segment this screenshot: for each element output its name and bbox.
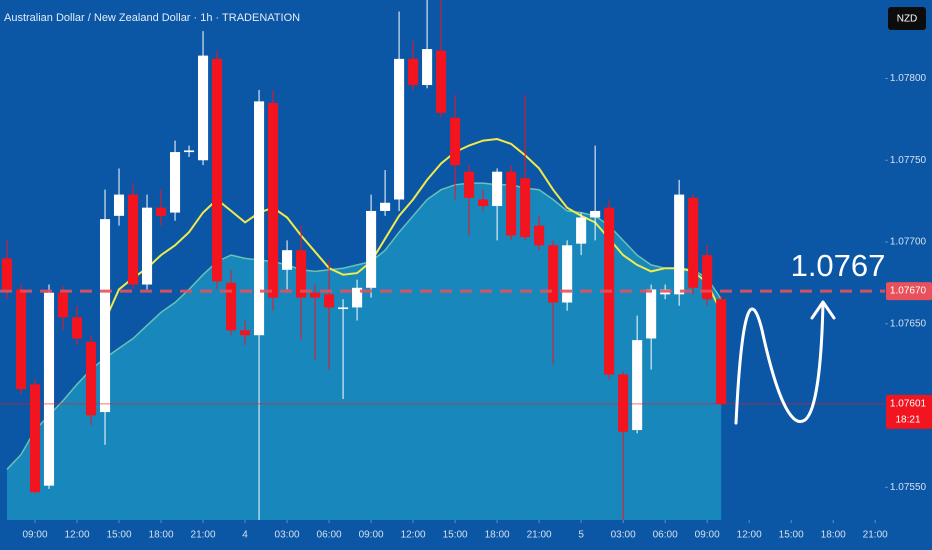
candle-body (548, 245, 559, 303)
candle-body (562, 245, 573, 303)
candle-body (141, 207, 153, 285)
candle-body (324, 294, 335, 308)
y-tick-label: 1.07750 (890, 155, 927, 166)
candle-body (632, 340, 643, 431)
candle-body (29, 384, 41, 493)
x-tick-label: 09:00 (359, 530, 384, 541)
x-tick-label: 21:00 (191, 530, 216, 541)
x-tick-label: 12:00 (737, 530, 762, 541)
x-tick-label: 18:00 (149, 530, 174, 541)
price-label-box (886, 282, 932, 301)
candle-body (352, 287, 363, 308)
x-tick-label: 09:00 (695, 530, 720, 541)
x-tick-label: 15:00 (107, 530, 132, 541)
x-tick-label: 5 (578, 530, 584, 541)
x-tick-label: 15:00 (443, 530, 468, 541)
candle-body (618, 374, 629, 432)
price-annotation: 1.0767 (791, 248, 886, 283)
candle-body (716, 299, 727, 404)
x-tick-label: 12:00 (401, 530, 426, 541)
candle-body (282, 250, 293, 270)
y-tick-label: 1.07800 (890, 73, 927, 84)
currency-badge (888, 7, 926, 30)
candle-body (646, 289, 657, 339)
candle-body (688, 197, 699, 288)
candle-body (57, 292, 69, 318)
x-tick-label: 21:00 (863, 530, 888, 541)
x-tick-label: 09:00 (22, 530, 47, 541)
candle-body (674, 194, 685, 295)
y-tick-label: 1.07650 (890, 318, 927, 329)
candle-body (408, 58, 419, 86)
candle-body (450, 117, 461, 166)
x-tick-label: 21:00 (527, 530, 552, 541)
candle-body (71, 317, 83, 339)
price-label: 1.07601 (890, 399, 927, 410)
price-countdown: 18:21 (895, 415, 920, 426)
x-tick-label: 06:00 (653, 530, 678, 541)
candle-body (198, 55, 209, 161)
x-tick-label: 4 (242, 530, 248, 541)
forecast-arrow (734, 300, 836, 425)
candle-body (310, 292, 321, 298)
currency-label: NZD (897, 14, 918, 25)
candle-body (268, 103, 279, 298)
candle-body (478, 199, 489, 207)
candle-body (436, 50, 447, 113)
candle-body (296, 250, 307, 298)
price-label: 1.07670 (890, 286, 927, 297)
candle-body (85, 341, 97, 416)
candle-body (506, 171, 517, 236)
x-tick-label: 18:00 (821, 530, 846, 541)
candle-body (590, 210, 601, 218)
candle-body (184, 150, 195, 153)
price-label-box (886, 394, 932, 429)
x-tick-label: 03:00 (611, 530, 636, 541)
x-tick-label: 03:00 (275, 530, 300, 541)
y-tick-label: 1.07550 (890, 482, 927, 493)
x-tick-label: 15:00 (779, 530, 804, 541)
candle-body (338, 307, 349, 310)
candle-body (155, 207, 167, 216)
moving-average-line (104, 137, 723, 321)
candle-body (422, 49, 433, 86)
plot-area (1, 0, 727, 520)
area-fill (7, 183, 722, 520)
candle-body (394, 58, 405, 200)
candle-body (520, 178, 531, 238)
y-tick-label: 1.07700 (890, 237, 927, 248)
chart-title: Australian Dollar / New Zealand Dollar ·… (4, 12, 300, 24)
candle-body (366, 210, 377, 288)
candle-body (534, 225, 545, 246)
candle-body (113, 194, 125, 216)
candle-body (43, 292, 55, 486)
candle-body (15, 289, 27, 390)
candle-body (240, 330, 251, 336)
candle-body (576, 217, 587, 244)
x-tick-label: 12:00 (65, 530, 90, 541)
candle-body (1, 258, 13, 290)
candle-body (702, 255, 713, 300)
candle-body (226, 282, 237, 331)
candle-body (127, 194, 139, 285)
x-tick-label: 06:00 (317, 530, 342, 541)
candle-body (212, 58, 223, 282)
candle-body (492, 171, 503, 207)
area-edge (6, 182, 722, 470)
candle-body (169, 152, 181, 213)
x-tick-label: 18:00 (485, 530, 510, 541)
candle-body (254, 101, 265, 336)
candle-body (464, 171, 475, 198)
candle-body (99, 219, 111, 413)
candle-body (380, 202, 391, 211)
